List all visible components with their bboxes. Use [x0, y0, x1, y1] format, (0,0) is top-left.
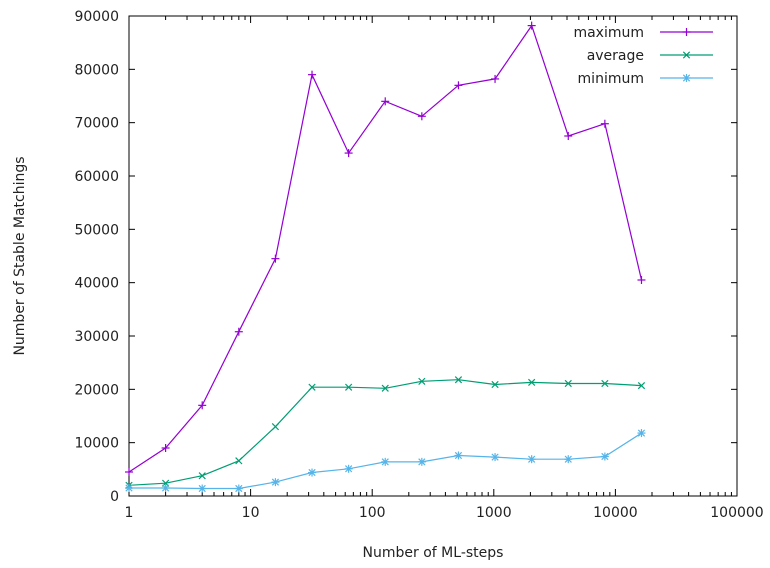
data-point	[344, 464, 353, 473]
data-point	[198, 401, 207, 410]
series-maximum	[125, 21, 646, 476]
x-tick-label: 100	[359, 505, 386, 521]
data-point	[308, 70, 317, 79]
data-point	[564, 379, 572, 388]
data-point	[344, 149, 353, 158]
data-point	[564, 132, 573, 140]
series-average	[125, 376, 646, 489]
data-point	[417, 457, 426, 466]
y-tick-label: 10000	[74, 436, 119, 452]
x-tick-label: 10	[242, 505, 260, 521]
x-axis-label: Number of ML-steps	[363, 545, 504, 561]
data-point	[198, 472, 206, 480]
y-tick-label: 30000	[74, 329, 119, 345]
y-tick-label: 20000	[74, 382, 119, 398]
data-point	[417, 112, 426, 121]
data-point	[381, 384, 389, 392]
x-tick-label: 1	[125, 505, 134, 521]
y-tick-label: 70000	[74, 116, 119, 132]
y-tick-label: 0	[110, 489, 119, 505]
data-point	[161, 484, 170, 492]
data-point	[564, 455, 573, 464]
y-tick-label: 90000	[74, 9, 119, 25]
x-tick-label: 1000	[476, 505, 512, 521]
data-point	[491, 74, 500, 83]
plot-area	[128, 15, 738, 497]
data-point	[271, 423, 280, 431]
data-point	[527, 21, 536, 30]
legend-label: average	[587, 48, 644, 64]
data-point	[234, 327, 243, 336]
data-point	[682, 51, 691, 59]
legend-entry-maximum: maximum	[573, 25, 713, 41]
data-point	[125, 484, 133, 492]
data-point	[682, 28, 691, 36]
data-point	[308, 383, 316, 391]
data-point	[454, 81, 463, 90]
data-point	[161, 444, 170, 452]
data-point	[491, 380, 499, 389]
y-tick-label: 40000	[74, 276, 119, 292]
data-point	[454, 376, 463, 384]
data-point	[528, 378, 536, 387]
data-point	[601, 379, 609, 388]
data-point	[527, 455, 536, 464]
data-point	[637, 429, 646, 438]
data-point	[600, 452, 609, 461]
data-point	[600, 119, 609, 128]
y-axis-label: Number of Stable Matchings	[12, 156, 28, 355]
x-tick-label: 100000	[710, 505, 763, 521]
data-point	[491, 453, 500, 462]
data-point	[345, 383, 353, 391]
data-point	[454, 451, 463, 460]
data-point	[271, 478, 280, 487]
series-minimum	[125, 429, 646, 493]
series-line	[128, 379, 642, 486]
data-point	[125, 468, 133, 476]
data-point	[381, 457, 390, 466]
axis-ticks: 0 10000 20000 30000 40000 50000 60000 70000 8000…	[74, 9, 763, 521]
data-point	[682, 74, 691, 82]
y-tick-label: 60000	[74, 169, 119, 185]
data-point	[418, 377, 426, 385]
y-tick-label: 50000	[74, 222, 119, 238]
legend: maximum average minimum	[573, 25, 713, 87]
y-tick-label: 80000	[74, 62, 119, 78]
data-point	[308, 468, 317, 477]
data-point	[234, 484, 243, 493]
series-layer	[125, 21, 646, 493]
data-point	[198, 484, 207, 493]
legend-entry-minimum: minimum	[578, 71, 713, 87]
data-point	[637, 381, 646, 390]
data-point	[381, 97, 390, 106]
plot-frame	[128, 15, 738, 497]
data-point	[637, 276, 646, 284]
legend-label: maximum	[573, 25, 644, 41]
legend-entry-average: average	[587, 48, 713, 64]
data-point	[271, 254, 280, 263]
x-tick-label: 10000	[593, 505, 638, 521]
data-point	[235, 457, 243, 465]
legend-label: minimum	[578, 71, 644, 87]
